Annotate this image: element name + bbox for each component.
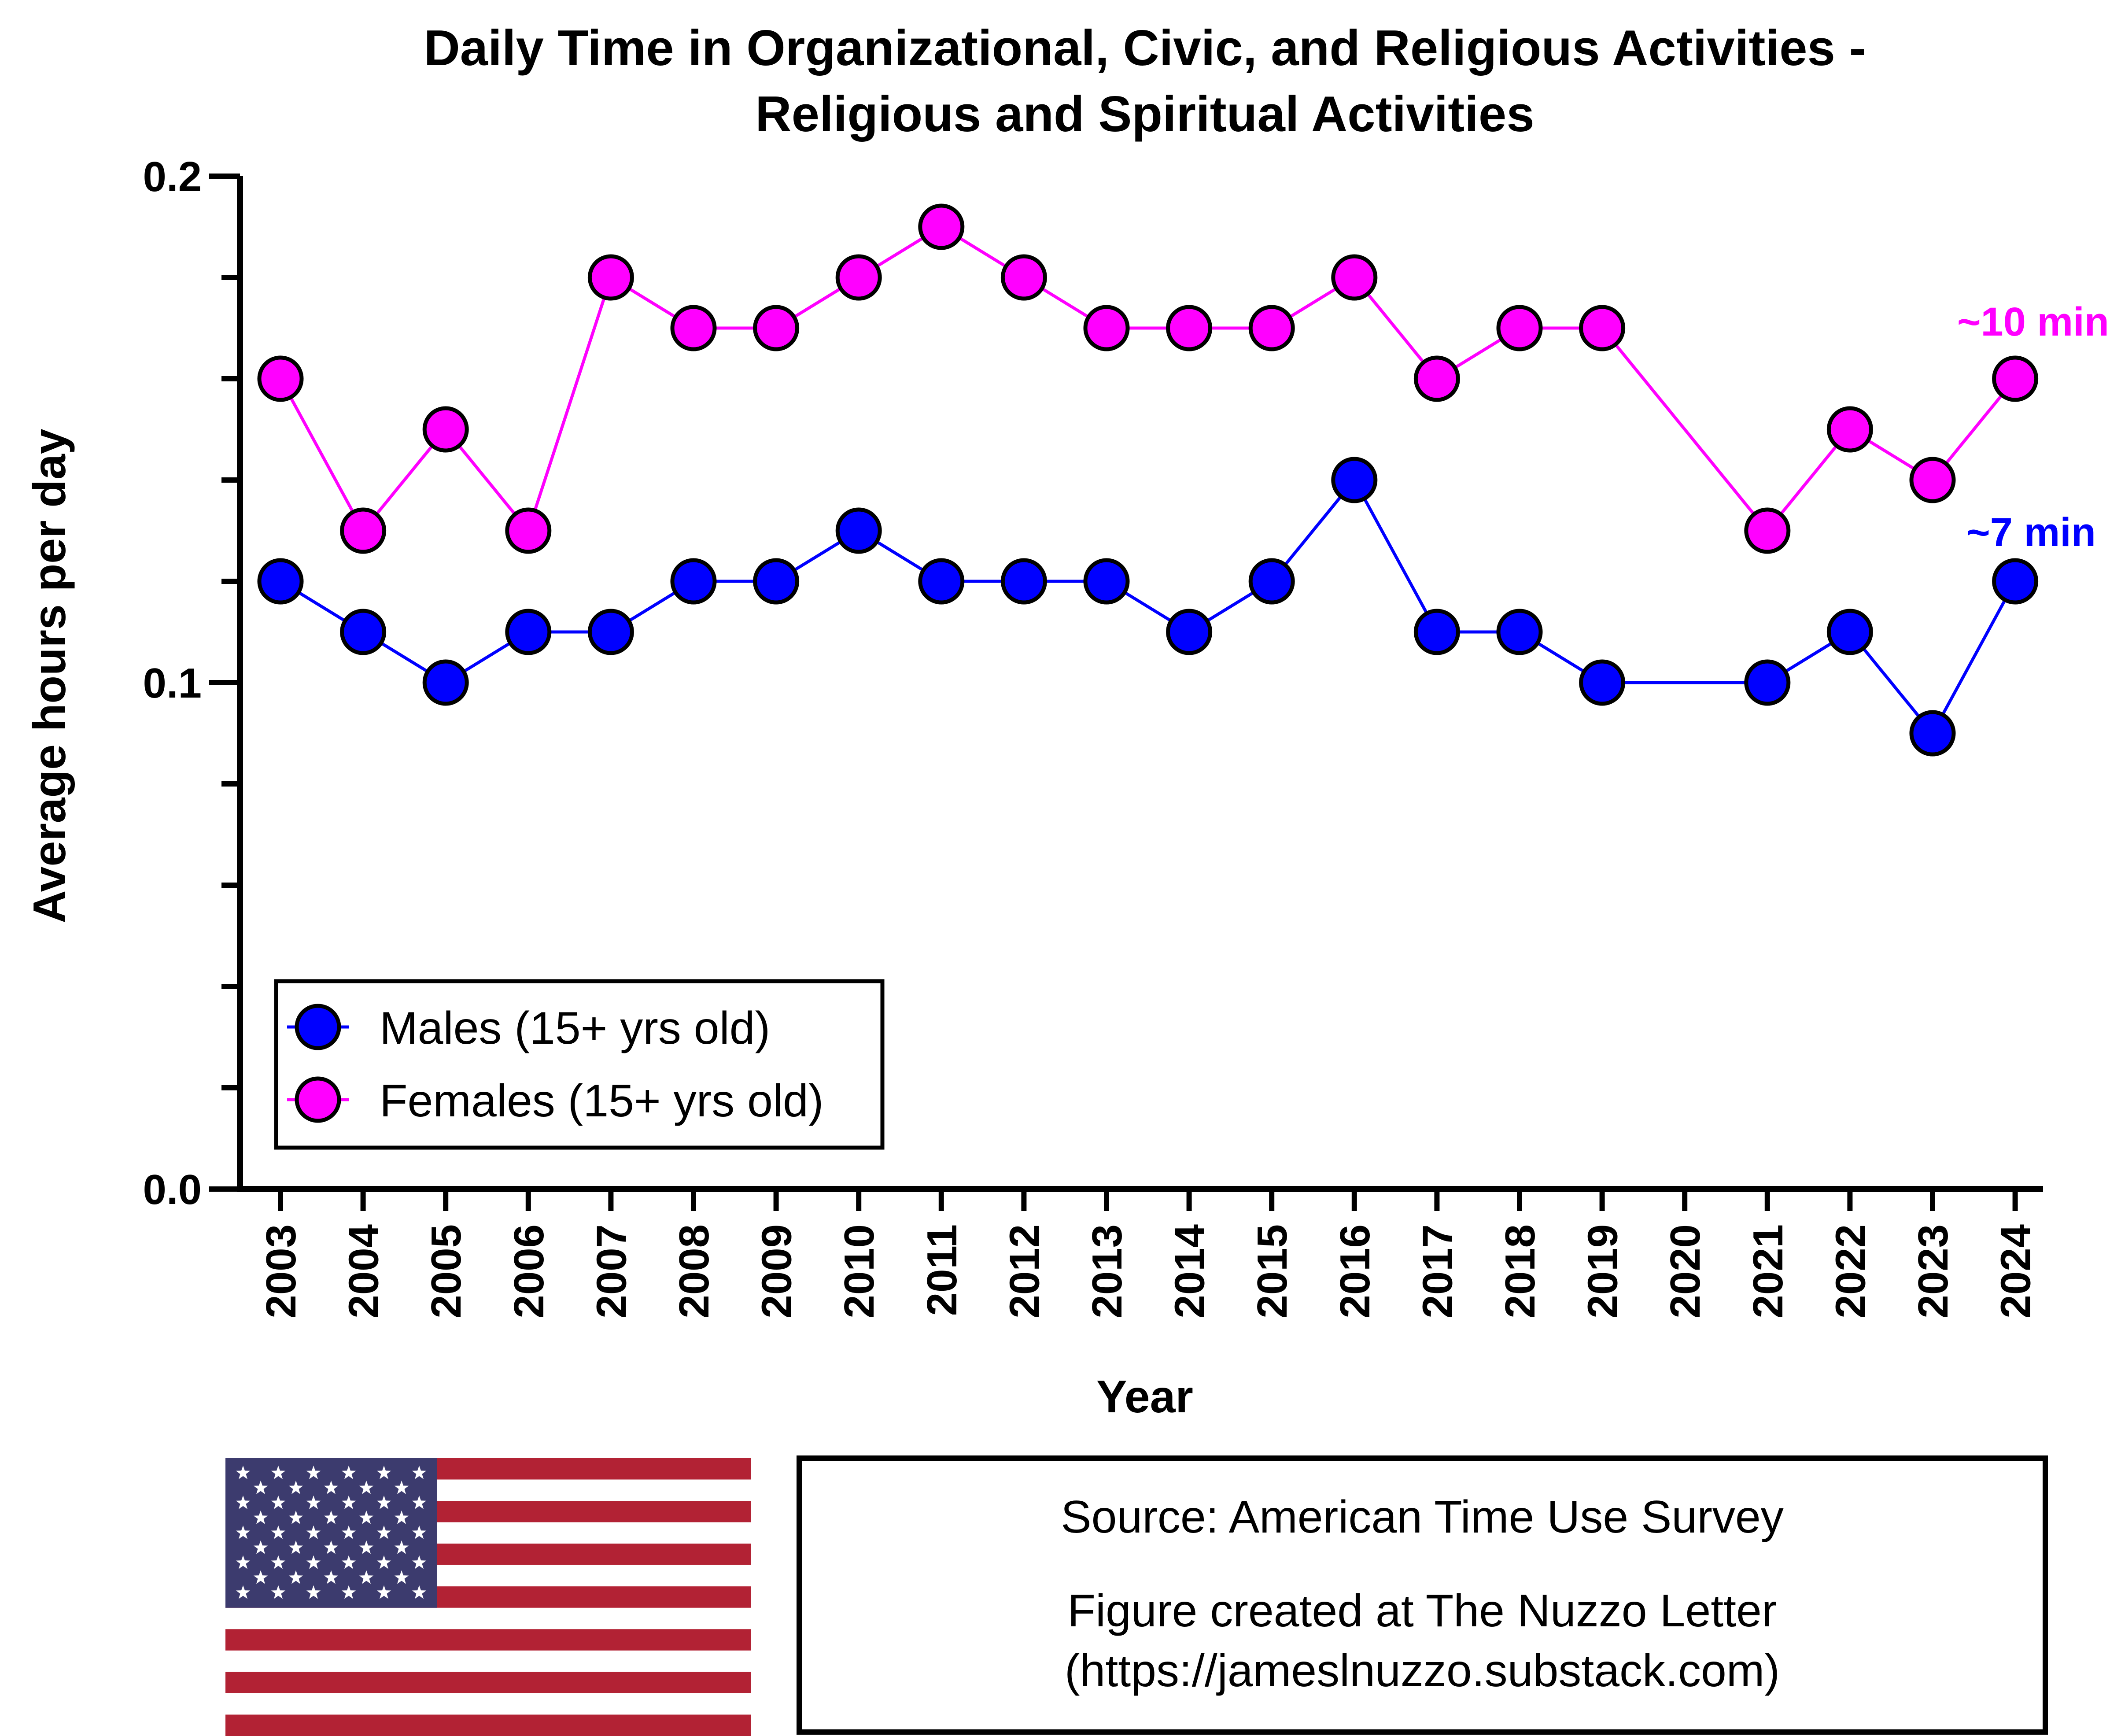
- y-tick-label: 0.2: [143, 153, 202, 200]
- series-males: [257, 457, 2039, 757]
- x-tick-label: 2021: [1745, 1224, 1792, 1319]
- point-males-2017: [1413, 609, 1460, 655]
- x-tick-label: 2023: [1910, 1224, 1957, 1319]
- point-females-2012: [1000, 254, 1047, 301]
- point-males-2018: [1496, 609, 1543, 655]
- source-line: Source: American Time Use Survey: [1061, 1492, 1784, 1543]
- legend-entry-males: Males (15+ yrs old): [287, 1003, 770, 1054]
- x-tick-label: 2012: [1001, 1224, 1048, 1319]
- series-layer: [257, 203, 2039, 757]
- point-females-2019: [1579, 305, 1626, 351]
- x-tick-label: 2014: [1166, 1224, 1214, 1319]
- y-ticks: 0.0 0.1 0.2: [143, 153, 240, 1213]
- legend-marker-females: [295, 1076, 341, 1123]
- point-females-2022: [1826, 406, 1873, 453]
- legend-box: [274, 979, 885, 1150]
- point-males-2011: [918, 558, 965, 605]
- point-females-2009: [753, 305, 800, 351]
- x-tick-label: 2016: [1332, 1224, 1379, 1319]
- x-axis-label: Year: [1096, 1371, 1193, 1422]
- chart-title-line-1: Daily Time in Organizational, Civic, and…: [424, 20, 1866, 76]
- x-tick-label: 2011: [918, 1224, 966, 1316]
- point-females-2007: [587, 254, 634, 301]
- chart-title-line-2: Religious and Spiritual Activities: [755, 86, 1534, 142]
- point-females-2004: [340, 507, 387, 554]
- point-females-2003: [257, 355, 304, 402]
- x-tick-label: 2018: [1497, 1224, 1544, 1319]
- source-box-frame: [797, 1455, 2048, 1735]
- point-females-2010: [835, 254, 882, 301]
- point-females-2021: [1744, 507, 1791, 554]
- male-annotation: ~7 min: [1966, 510, 2096, 555]
- legend-label-females: Females (15+ yrs old): [380, 1075, 824, 1127]
- point-males-2016: [1331, 457, 1378, 503]
- point-females-2016: [1331, 254, 1378, 301]
- x-tick-label: 2024: [1992, 1224, 2040, 1319]
- x-tick-label: 2003: [258, 1224, 305, 1319]
- point-males-2013: [1083, 558, 1130, 605]
- x-tick-label: 2007: [588, 1224, 635, 1319]
- female-annotation: ~10 min: [1957, 299, 2109, 344]
- point-males-2004: [340, 609, 387, 655]
- point-males-2022: [1826, 609, 1873, 655]
- point-males-2006: [505, 609, 552, 655]
- legend-marker-males: [295, 1004, 341, 1050]
- axes: 0.00.10.2 2003 2004 2005 2006 2007 2008 2009 20…: [143, 153, 2043, 1319]
- source-box: Source: American Time Use Survey Figure …: [797, 1455, 2048, 1735]
- point-males-2003: [257, 558, 304, 605]
- x-tick-label: 2013: [1084, 1224, 1131, 1319]
- point-females-2011: [918, 203, 965, 250]
- point-males-2012: [1000, 558, 1047, 605]
- legend-entry-females: Females (15+ yrs old): [287, 1075, 824, 1127]
- series-females: [257, 203, 2039, 554]
- figure-url-line: (https://jameslnuzzo.substack.com): [1065, 1645, 1780, 1696]
- point-females-2008: [670, 305, 717, 351]
- x-tick-label: 2009: [753, 1224, 800, 1319]
- point-males-2008: [670, 558, 717, 605]
- x-ticks: 2003 2004 2005 2006 2007 2008 2009 2010 2011 2012…: [258, 1189, 2040, 1319]
- x-tick-label: 2005: [423, 1224, 470, 1319]
- x-tick-label: 2019: [1579, 1224, 1627, 1319]
- x-tick-label: 2015: [1249, 1224, 1296, 1319]
- point-females-2017: [1413, 355, 1460, 402]
- y-tick-label: 0.0: [143, 1166, 202, 1213]
- point-males-2024: [1992, 558, 2039, 605]
- point-females-2014: [1166, 305, 1213, 351]
- point-males-2010: [835, 507, 882, 554]
- us-flag-icon: [225, 1458, 751, 1736]
- y-axis-label: Average hours per day: [24, 428, 75, 923]
- point-males-2021: [1744, 659, 1791, 706]
- x-tick-label: 2022: [1827, 1224, 1874, 1319]
- point-males-2007: [587, 609, 634, 655]
- point-males-2015: [1248, 558, 1295, 605]
- legend: Males (15+ yrs old) Females (15+ yrs old…: [274, 979, 885, 1150]
- point-females-2015: [1248, 305, 1295, 351]
- figure-credit-line: Figure created at The Nuzzo Letter: [1068, 1585, 1777, 1636]
- point-males-2014: [1166, 609, 1213, 655]
- point-males-2009: [753, 558, 800, 605]
- x-tick-label: 2017: [1414, 1224, 1461, 1319]
- x-tick-label: 2010: [836, 1224, 883, 1319]
- point-males-2023: [1909, 710, 1956, 757]
- series-line-females: [279, 225, 2017, 532]
- point-females-2018: [1496, 305, 1543, 351]
- point-females-2005: [422, 406, 469, 453]
- point-females-2013: [1083, 305, 1130, 351]
- x-tick-label: 2006: [505, 1224, 553, 1319]
- point-males-2019: [1579, 659, 1626, 706]
- point-females-2023: [1909, 457, 1956, 503]
- x-tick-label: 2004: [340, 1224, 387, 1319]
- x-tick-label: 2020: [1662, 1224, 1709, 1319]
- point-females-2006: [505, 507, 552, 554]
- x-tick-label: 2008: [671, 1224, 718, 1319]
- point-males-2005: [422, 659, 469, 706]
- legend-label-males: Males (15+ yrs old): [380, 1003, 770, 1054]
- point-females-2024: [1992, 355, 2039, 402]
- y-tick-label: 0.1: [143, 660, 202, 707]
